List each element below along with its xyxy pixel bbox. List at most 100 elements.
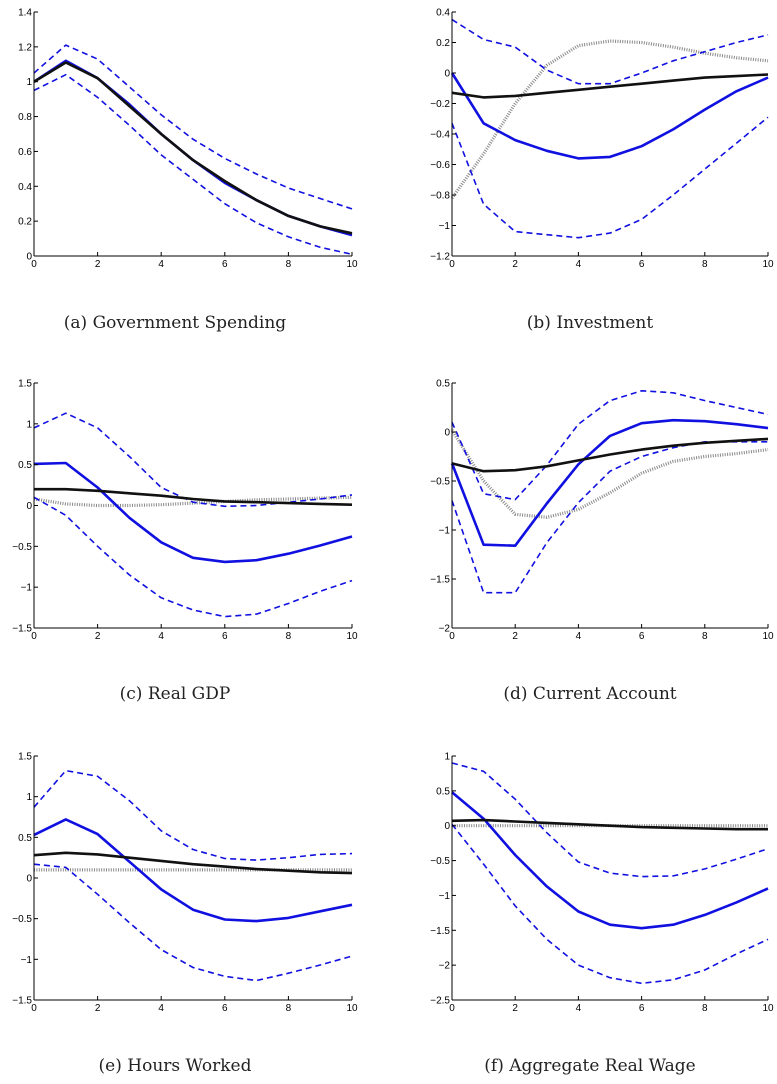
x-tick-label: 8 <box>286 1003 292 1014</box>
series-line-black-solid <box>451 437 769 473</box>
y-tick-label: −2 <box>439 961 451 972</box>
series-line-blue-solid <box>450 72 769 160</box>
series-line-black-solid <box>33 61 353 235</box>
x-tick-label: 0 <box>31 259 37 270</box>
y-tick-label: −1 <box>21 583 33 594</box>
caption-real-gdp: (c) Real GDP <box>120 684 231 704</box>
y-tick-label: 1.5 <box>18 379 32 390</box>
x-tick-label: 10 <box>762 1003 774 1014</box>
series-line-blue-solid <box>33 461 353 564</box>
x-tick-label: 4 <box>158 1003 164 1014</box>
x-tick-label: 10 <box>346 631 358 642</box>
y-tick-label: −2.5 <box>430 996 450 1007</box>
caption-government-spending: (a) Government Spending <box>64 313 287 333</box>
x-tick-label: 10 <box>346 1003 358 1014</box>
x-tick-label: 0 <box>31 1003 37 1014</box>
y-tick-label: −0.5 <box>430 477 450 488</box>
x-tick-label: 8 <box>286 631 292 642</box>
y-tick-label: 0.4 <box>18 182 32 193</box>
y-tick-label: 1.2 <box>18 42 32 53</box>
y-tick-label: 0.2 <box>436 38 450 49</box>
y-tick-label: 1 <box>26 77 32 88</box>
y-tick-label: −1.5 <box>12 996 32 1007</box>
caption-hours-worked: (e) Hours Worked <box>99 1056 252 1076</box>
x-tick-label: 8 <box>702 259 708 270</box>
x-tick-label: 2 <box>512 259 518 270</box>
panel-aggregate-real-wage: 0 2 4 6 8 10 −2.5 −2 −1.5 −1 −0.5 0 0.5 1 (f) Aggregat… <box>430 752 774 1077</box>
y-tick-label: 0 <box>444 821 450 832</box>
panel-investment: 0 2 4 6 8 10 −1.2 −1 −0.8 −0.6 −0.4 −0.2 0 0.2 0.4 (b) … <box>430 8 774 334</box>
series-line-black-solid <box>451 73 769 99</box>
series-line-blue-dashed <box>33 44 353 210</box>
x-tick-label: 6 <box>639 1003 645 1014</box>
x-tick-label: 2 <box>512 1003 518 1014</box>
caption-current-account: (d) Current Account <box>503 684 676 704</box>
y-tick-label: 0.2 <box>18 217 32 228</box>
x-tick-label: 4 <box>576 259 582 270</box>
y-tick-label: −2 <box>439 624 451 635</box>
x-tick-label: 4 <box>158 259 164 270</box>
y-tick-label: 1 <box>26 792 32 803</box>
series-line-black-solid <box>33 851 353 875</box>
x-tick-label: 0 <box>31 631 37 642</box>
y-tick-label: −1 <box>21 955 33 966</box>
series-line-gray-dotted <box>450 429 769 519</box>
x-tick-label: 10 <box>762 259 774 270</box>
series-line-gray-dotted <box>33 495 353 508</box>
y-tick-label: 1 <box>444 752 450 763</box>
x-tick-label: 4 <box>576 1003 582 1014</box>
x-tick-label: 8 <box>286 259 292 270</box>
y-tick-label: −0.5 <box>12 542 32 553</box>
y-tick-label: 0.5 <box>436 786 450 797</box>
y-tick-label: 0.5 <box>18 833 32 844</box>
series-line-blue-dashed <box>451 823 769 985</box>
series-line-blue-dashed <box>33 863 353 982</box>
y-tick-label: 0.5 <box>436 379 450 390</box>
x-tick-label: 6 <box>222 259 228 270</box>
y-tick-label: 0 <box>444 69 450 80</box>
y-tick-label: −1.2 <box>430 252 450 263</box>
y-tick-label: −1.5 <box>430 575 450 586</box>
y-tick-label: 1.4 <box>18 8 32 19</box>
x-tick-label: 0 <box>449 631 455 642</box>
x-tick-label: 2 <box>95 1003 101 1014</box>
series-line-blue-solid <box>451 791 769 930</box>
series-line-black-solid <box>34 487 353 506</box>
x-tick-label: 6 <box>639 631 645 642</box>
series-line-blue-solid <box>450 418 769 548</box>
y-tick-label: −1.5 <box>430 926 450 937</box>
panel-current-account: 0 2 4 6 8 10 −2 −1.5 −1 −0.5 0 0.5 (d) Current Accou… <box>430 379 774 705</box>
y-tick-label: −1 <box>439 891 451 902</box>
series-line-blue-dashed <box>33 412 353 508</box>
series-line-blue-solid <box>33 818 353 923</box>
y-tick-label: −0.8 <box>430 191 450 202</box>
y-tick-label: −0.5 <box>12 914 32 925</box>
series-line-blue-dashed <box>33 769 353 861</box>
y-tick-label: 0 <box>26 874 32 885</box>
x-tick-label: 0 <box>449 259 455 270</box>
series-line-blue-dashed <box>451 116 769 239</box>
series-line-blue-dashed <box>451 762 769 878</box>
x-tick-label: 10 <box>762 631 774 642</box>
series-line-blue-dashed <box>33 73 353 256</box>
y-tick-label: 0 <box>26 252 32 263</box>
x-tick-label: 2 <box>95 259 101 270</box>
x-tick-label: 6 <box>222 1003 228 1014</box>
y-tick-label: 1.5 <box>18 752 32 763</box>
x-tick-label: 10 <box>346 259 358 270</box>
y-tick-label: −1.5 <box>12 624 32 635</box>
panel-government-spending: 0 2 4 6 8 10 0 0.2 0.4 0.6 0.8 1 1.2 1.4 (a) Governmen… <box>18 8 358 334</box>
caption-aggregate-real-wage: (f) Aggregate Real Wage <box>484 1056 695 1076</box>
y-tick-label: −1 <box>439 526 451 537</box>
panel-hours-worked: 0 2 4 6 8 10 −1.5 −1 −0.5 0 0.5 1 1.5 (e) Hours Worke… <box>12 752 358 1077</box>
series-line-blue-dashed <box>451 389 769 501</box>
y-tick-label: −0.6 <box>430 160 450 171</box>
y-tick-label: −0.5 <box>430 856 450 867</box>
y-tick-label: −0.4 <box>430 130 450 141</box>
caption-investment: (b) Investment <box>527 313 654 333</box>
series-line-blue-dashed <box>451 18 769 85</box>
y-tick-label: −0.2 <box>430 99 450 110</box>
y-tick-label: −1 <box>439 221 451 232</box>
panel-real-gdp: 0 2 4 6 8 10 −1.5 −1 −0.5 0 0.5 1 1.5 (c) Real GDP <box>12 379 358 705</box>
